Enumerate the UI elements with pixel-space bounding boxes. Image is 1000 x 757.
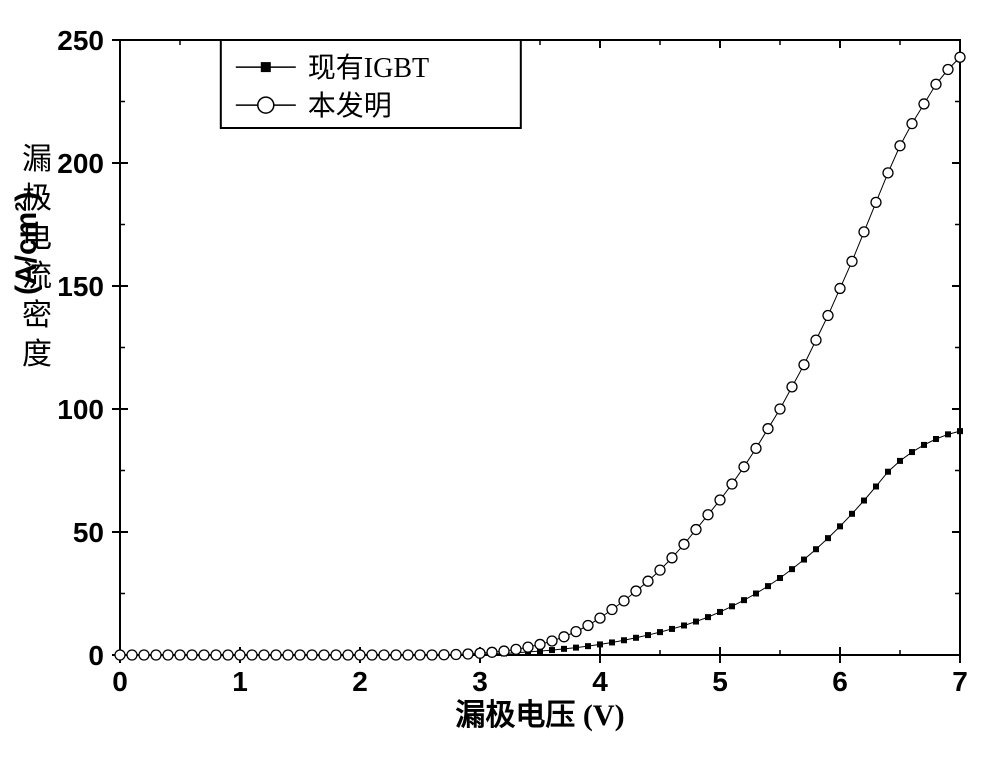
- chart-svg: 0 1 2 3 4 5 6 7 0 50 100 150 200 250 漏极电压 (V) 现有IGBT 本发明: [0, 0, 1000, 757]
- svg-text:漏极电压 (V): 漏极电压 (V): [455, 699, 624, 732]
- svg-text:250: 250: [57, 25, 104, 56]
- svg-text:现有IGBT: 现有IGBT: [308, 52, 429, 84]
- svg-text:1: 1: [232, 666, 248, 697]
- svg-text:6: 6: [832, 666, 848, 697]
- svg-text:4: 4: [592, 666, 608, 697]
- svg-text:0: 0: [112, 666, 128, 697]
- svg-text:7: 7: [952, 666, 968, 697]
- y-axis-unit: (A/cm²): [10, 192, 44, 295]
- svg-text:5: 5: [712, 666, 728, 697]
- svg-text:200: 200: [57, 148, 104, 179]
- svg-text:本发明: 本发明: [308, 90, 392, 122]
- svg-text:50: 50: [73, 517, 104, 548]
- svg-text:150: 150: [57, 271, 104, 302]
- svg-text:2: 2: [352, 666, 368, 697]
- svg-text:0: 0: [88, 640, 104, 671]
- chart-container: 0 1 2 3 4 5 6 7 0 50 100 150 200 250 漏极电压 (V) 现有IGBT 本发明…: [0, 0, 1000, 757]
- svg-text:100: 100: [57, 394, 104, 425]
- svg-text:3: 3: [472, 666, 488, 697]
